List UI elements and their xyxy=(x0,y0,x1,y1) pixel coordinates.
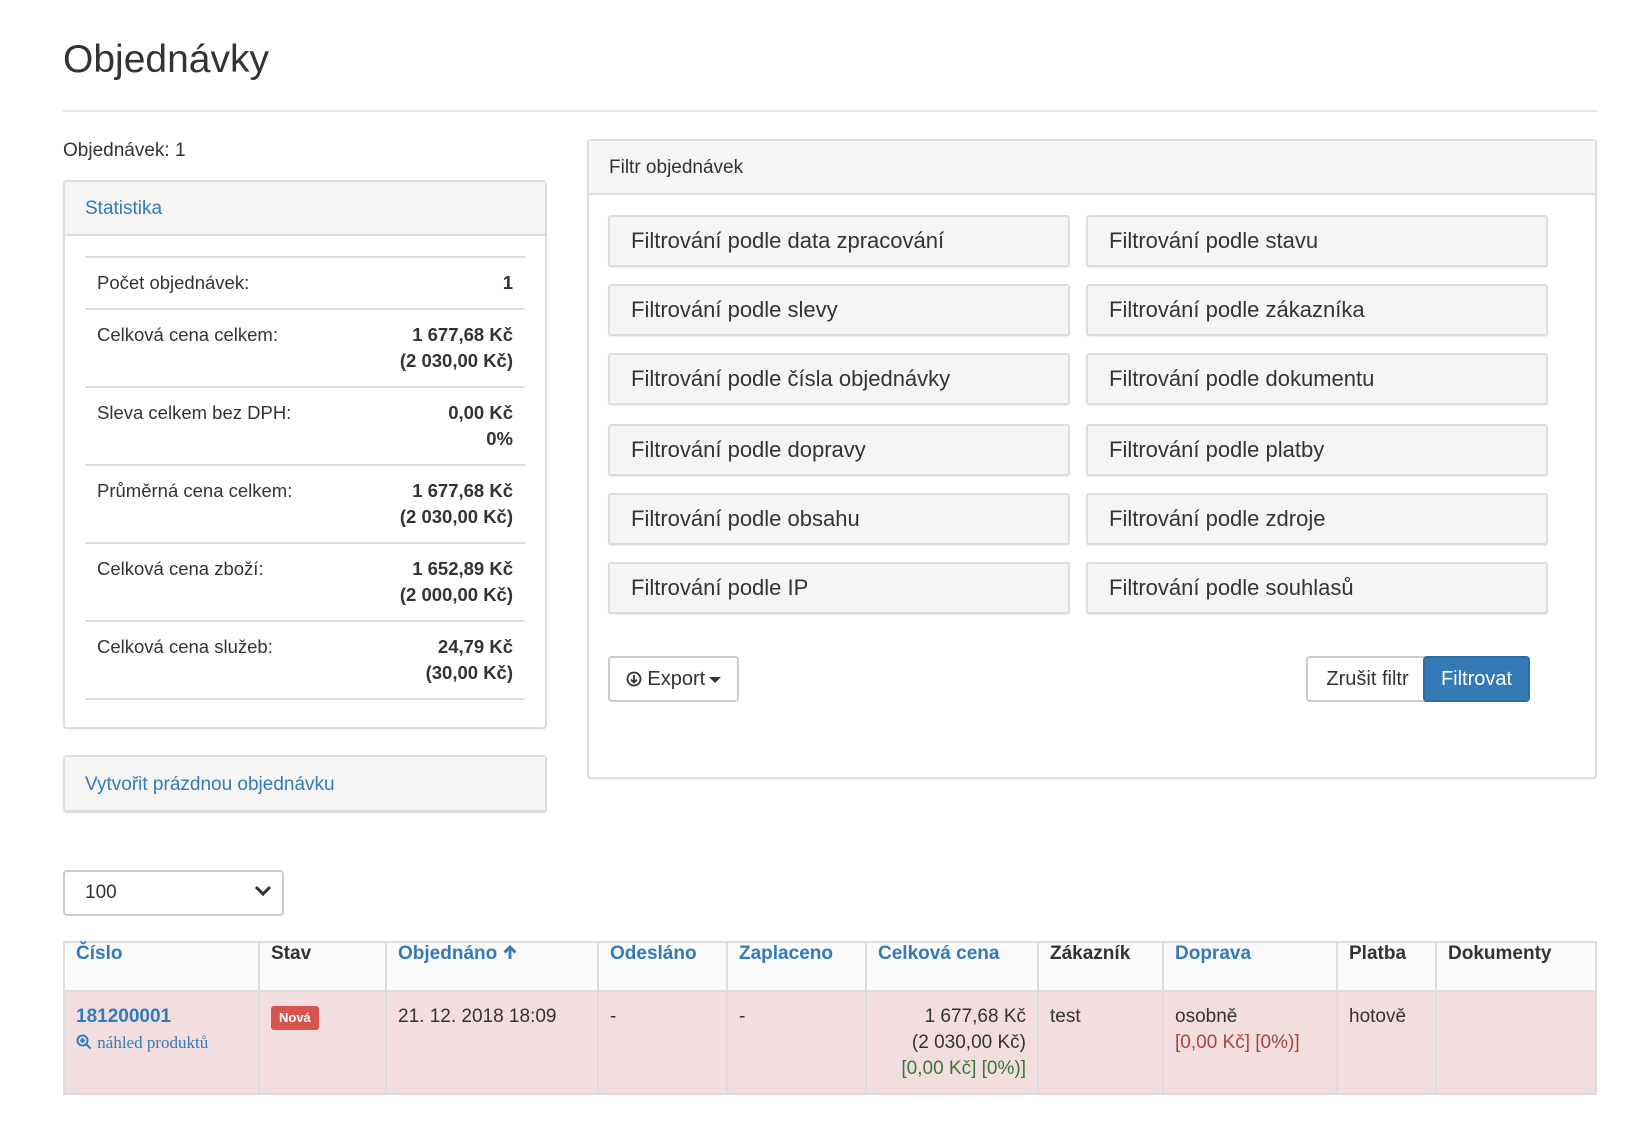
create-empty-order-panel[interactable]: Vytvořit prázdnou objednávku xyxy=(63,755,547,813)
column-header-customer: Zákazník xyxy=(1037,941,1164,992)
stats-label: Průměrná cena celkem: xyxy=(85,464,356,543)
export-label: Export xyxy=(647,668,706,690)
column-header-payment: Platba xyxy=(1336,941,1437,992)
cell-payment: hotově xyxy=(1336,990,1437,1095)
page-size-select[interactable]: 100 xyxy=(63,870,284,916)
stats-row: Celková cena celkem: 1 677,68 Kč (2 030,00… xyxy=(85,308,525,387)
orders-count: Objednávek: 1 xyxy=(63,140,186,161)
cell-sent: - xyxy=(597,990,728,1095)
cell-ordered: 21. 12. 2018 18:09 xyxy=(385,990,599,1095)
stats-row: Průměrná cena celkem: 1 677,68 Kč (2 030,0… xyxy=(85,464,525,543)
filter-by-content-button[interactable]: Filtrování podle obsahu xyxy=(608,493,1070,545)
column-header-paid[interactable]: Zaplaceno xyxy=(726,941,867,992)
column-header-sent[interactable]: Odesláno xyxy=(597,941,728,992)
arrow-up-icon xyxy=(503,945,517,959)
create-empty-order-link[interactable]: Vytvořit prázdnou objednávku xyxy=(85,774,335,795)
stats-label: Celková cena zboží: xyxy=(85,542,356,621)
column-header-shipping[interactable]: Doprava xyxy=(1162,941,1338,992)
table-header-row: Číslo Stav Objednáno Odesláno Zaplaceno … xyxy=(63,941,1597,992)
stats-value: 0,00 Kč 0% xyxy=(355,386,525,465)
stats-panel: Statistika Počet objednávek: 1 Celková ce… xyxy=(63,180,547,729)
column-header-ordered[interactable]: Objednáno xyxy=(385,941,599,992)
order-number-link[interactable]: 181200001 xyxy=(76,1006,172,1027)
cell-total-price: 1 677,68 Kč (2 030,00 Kč) [0,00 Kč] [0%)… xyxy=(865,990,1039,1095)
cell-paid: - xyxy=(726,990,867,1095)
table-row: 181200001 náhled produktů Nová 21. 12. 2… xyxy=(63,990,1597,1095)
filter-by-payment-button[interactable]: Filtrování podle platby xyxy=(1086,424,1548,476)
filter-panel-heading: Filtr objednávek xyxy=(589,141,1595,195)
cell-number: 181200001 náhled produktů xyxy=(63,990,260,1095)
column-header-documents: Dokumenty xyxy=(1435,941,1597,992)
cancel-filter-button[interactable]: Zrušit filtr xyxy=(1306,656,1429,702)
stats-table: Počet objednávek: 1 Celková cena celkem: 1… xyxy=(85,256,525,700)
filter-by-ip-button[interactable]: Filtrování podle IP xyxy=(608,562,1070,614)
stats-label: Celková cena služeb: xyxy=(85,620,356,700)
column-header-status: Stav xyxy=(258,941,387,992)
column-header-number[interactable]: Číslo xyxy=(63,941,260,992)
filter-by-processing-date-button[interactable]: Filtrování podle data zpracování xyxy=(608,215,1070,267)
stats-panel-heading[interactable]: Statistika xyxy=(65,182,545,236)
cell-documents xyxy=(1435,990,1597,1095)
filter-by-order-number-button[interactable]: Filtrování podle čísla objednávky xyxy=(608,353,1070,405)
page-size-value: 100 xyxy=(85,882,117,903)
export-dropdown-button[interactable]: Export xyxy=(608,656,739,702)
filter-by-discount-button[interactable]: Filtrování podle slevy xyxy=(608,284,1070,336)
filter-by-document-button[interactable]: Filtrování podle dokumentu xyxy=(1086,353,1548,405)
apply-filter-button[interactable]: Filtrovat xyxy=(1423,656,1530,702)
filter-by-status-button[interactable]: Filtrování podle stavu xyxy=(1086,215,1548,267)
arrow-circle-down-icon xyxy=(626,671,642,687)
stats-row: Sleva celkem bez DPH: 0,00 Kč 0% xyxy=(85,386,525,465)
status-badge: Nová xyxy=(271,1006,319,1030)
stats-toggle-link[interactable]: Statistika xyxy=(85,198,163,219)
filter-by-consent-button[interactable]: Filtrování podle souhlasů xyxy=(1086,562,1548,614)
stats-value: 24,79 Kč (30,00 Kč) xyxy=(355,620,525,700)
create-empty-order-heading[interactable]: Vytvořit prázdnou objednávku xyxy=(65,757,545,813)
stats-row: Celková cena zboží: 1 652,89 Kč (2 000,00 … xyxy=(85,542,525,621)
stats-label: Počet objednávek: xyxy=(85,256,356,309)
filter-panel: Filtr objednávek Filtrování podle data z… xyxy=(587,139,1597,779)
column-header-total-price[interactable]: Celková cena xyxy=(865,941,1039,992)
preview-products-link[interactable]: náhled produktů xyxy=(76,1030,247,1056)
filter-by-source-button[interactable]: Filtrování podle zdroje xyxy=(1086,493,1548,545)
cell-customer: test xyxy=(1037,990,1164,1095)
stats-value: 1 677,68 Kč (2 030,00 Kč) xyxy=(355,464,525,543)
cell-status: Nová xyxy=(258,990,387,1095)
stats-value: 1 677,68 Kč (2 030,00 Kč) xyxy=(355,308,525,387)
chevron-down-icon xyxy=(254,885,272,897)
filter-by-customer-button[interactable]: Filtrování podle zákazníka xyxy=(1086,284,1548,336)
divider xyxy=(63,110,1597,112)
cell-shipping: osobně [0,00 Kč] [0%)] xyxy=(1162,990,1338,1095)
stats-value: 1 652,89 Kč (2 000,00 Kč) xyxy=(355,542,525,621)
zoom-in-icon xyxy=(76,1034,92,1050)
stats-row: Celková cena služeb: 24,79 Kč (30,00 Kč) xyxy=(85,620,525,700)
filter-by-shipping-button[interactable]: Filtrování podle dopravy xyxy=(608,424,1070,476)
stats-row: Počet objednávek: 1 xyxy=(85,256,525,309)
price-discount: [0,00 Kč] [0%)] xyxy=(901,1058,1026,1079)
orders-table: Číslo Stav Objednáno Odesláno Zaplaceno … xyxy=(63,941,1597,1095)
stats-label: Celková cena celkem: xyxy=(85,308,356,387)
caret-down-icon xyxy=(709,676,722,683)
page-title: Objednávky xyxy=(63,38,269,81)
stats-label: Sleva celkem bez DPH: xyxy=(85,386,356,465)
stats-value: 1 xyxy=(355,256,525,309)
shipping-price: [0,00 Kč] [0%)] xyxy=(1175,1032,1300,1053)
